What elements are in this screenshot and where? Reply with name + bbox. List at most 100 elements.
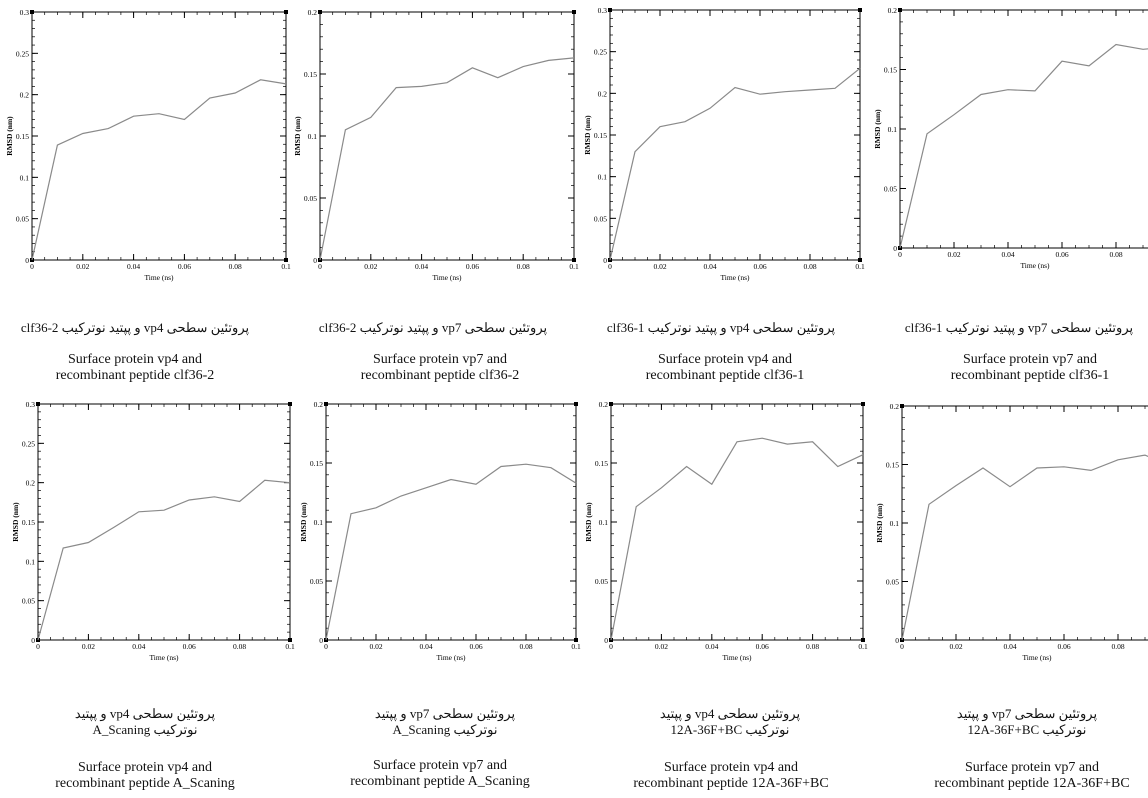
plot-frame [609, 9, 861, 261]
rmsd-series-line [609, 67, 861, 261]
x-tick-label: 0.04 [419, 642, 432, 651]
y-tick-label: 0.2 [890, 402, 900, 411]
x-tick-label: 0.04 [1003, 642, 1016, 651]
chart-panel-1: 0 0.05 0.1 0.15 0.2 0.25 0.3 0 0.02 0.04 0.06 0.08 0… [0, 8, 300, 284]
x-tick-label: 0.08 [1109, 250, 1122, 259]
x-axis-title: Time (ns) [436, 653, 466, 662]
x-tick-label: 0.08 [229, 262, 242, 271]
x-axis-title: Time (ns) [432, 273, 462, 282]
caption-english-4: Surface protein vp7 and recombinant pept… [950, 352, 1110, 383]
x-tick-label: 0.06 [753, 262, 766, 271]
x-tick-label: 0 [30, 262, 34, 271]
plot-frame [610, 403, 864, 641]
x-tick-label: 0.06 [183, 642, 196, 651]
x-tick-label: 0.02 [369, 642, 382, 651]
x-tick-label: 0 [36, 642, 40, 651]
x-tick-label: 0.08 [806, 642, 819, 651]
y-axis-title: RMSD (nm) [875, 503, 884, 543]
chart-svg-1: 0 0.05 0.1 0.15 0.2 0.25 0.3 0 0.02 0.04 0.06 0.08 0… [5, 8, 291, 282]
x-tick-label: 0.1 [858, 642, 868, 651]
x-tick-label: 0.08 [803, 262, 816, 271]
y-axis-title: RMSD (nm) [583, 115, 592, 155]
y-tick-label: 0.2 [308, 8, 318, 17]
x-axis-title: Time (ns) [1022, 653, 1052, 662]
plot-frame [31, 11, 287, 261]
y-tick-label: 0.25 [594, 48, 607, 57]
x-tick-label: 0.06 [466, 262, 479, 271]
caption-persian-3: پروتئین سطحی vp4 و پپتید نوترکیب clf36-1 [606, 320, 836, 335]
caption-persian-6: پروتئین سطحی vp7 و پپتید نوترکیب A_Scani… [374, 706, 516, 737]
y-tick-label: 0.2 [598, 89, 608, 98]
y-axis-title: RMSD (nm) [299, 502, 308, 542]
caption-english-3: Surface protein vp4 and recombinant pept… [645, 352, 805, 383]
x-tick-label: 0.1 [281, 262, 291, 271]
y-tick-label: 0.2 [26, 479, 36, 488]
y-tick-label: 0.1 [888, 125, 898, 134]
x-tick-label: 0.06 [1057, 642, 1070, 651]
y-tick-label: 0.05 [22, 597, 35, 606]
y-tick-label: 0.15 [310, 459, 323, 468]
x-tick-label: 0.02 [949, 642, 962, 651]
y-axis-title: RMSD (nm) [873, 109, 882, 149]
y-tick-label: 0 [25, 256, 29, 265]
x-tick-label: 0.02 [947, 250, 960, 259]
y-tick-label: 0.15 [22, 518, 35, 527]
x-tick-label: 0.04 [705, 642, 718, 651]
rmsd-series-line [319, 57, 575, 261]
chart-svg-6: 0 0.05 0.1 0.15 0.2 0 0.02 0.04 0.06 0.08 0.1 RMSD … [299, 400, 581, 662]
caption-persian-1: پروتئین سطحی vp4 و پپتید نوترکیب clf36-2 [20, 320, 250, 335]
y-tick-label: 0.1 [26, 557, 36, 566]
y-tick-label: 0.1 [890, 519, 900, 528]
y-tick-label: 0.05 [594, 214, 607, 223]
x-tick-label: 0.06 [178, 262, 191, 271]
y-tick-label: 0.15 [595, 459, 608, 468]
y-tick-label: 0 [604, 636, 608, 645]
y-tick-label: 0.2 [314, 400, 324, 409]
x-tick-label: 0.06 [1055, 250, 1068, 259]
x-tick-label: 0.1 [855, 262, 865, 271]
y-tick-label: 0.2 [888, 6, 898, 15]
y-tick-label: 0.05 [884, 185, 897, 194]
y-tick-label: 0.2 [599, 400, 609, 409]
chart-panel-3: 0 0.05 0.1 0.15 0.2 0.25 0.3 0 0.02 0.04 0.06 0.08 0… [580, 6, 880, 284]
y-tick-label: 0.15 [886, 461, 899, 470]
plot-frame [37, 403, 291, 641]
y-tick-label: 0.1 [599, 518, 609, 527]
x-tick-label: 0.08 [1111, 642, 1124, 651]
y-axis-title: RMSD (nm) [584, 502, 593, 542]
y-tick-label: 0.15 [16, 132, 29, 141]
x-tick-label: 0.1 [569, 262, 579, 271]
caption-persian-7: پروتئین سطحی vp4 و پپتید نوترکیب 12A-36F… [659, 706, 801, 737]
chart-svg-2: 0 0.05 0.1 0.15 0.2 0 0.02 0.04 0.06 0.08 0.1 RMSD … [293, 8, 579, 282]
chart-panel-8: 0 0.05 0.1 0.15 0.2 0 0.02 0.04 0.06 0.08 RMSD (nm… [872, 402, 1148, 664]
rmsd-series-line [901, 454, 1148, 641]
y-tick-label: 0.15 [304, 70, 317, 79]
chart-svg-8: 0 0.05 0.1 0.15 0.2 0 0.02 0.04 0.06 0.08 RMSD (nm… [875, 402, 1148, 662]
chart-svg-5: 0 0.05 0.1 0.15 0.2 0.25 0.3 0 0.02 0.04 0.06 0.08 0… [11, 400, 295, 662]
x-tick-label: 0 [324, 642, 328, 651]
rmsd-series-line [899, 43, 1148, 249]
y-tick-label: 0.3 [20, 8, 30, 17]
y-axis-title: RMSD (nm) [11, 502, 20, 542]
y-tick-label: 0.1 [598, 173, 608, 182]
plot-frame [899, 9, 1148, 249]
y-tick-label: 0.1 [308, 132, 318, 141]
chart-svg-3: 0 0.05 0.1 0.15 0.2 0.25 0.3 0 0.02 0.04 0.06 0.08 0… [583, 6, 865, 282]
x-tick-label: 0.04 [132, 642, 145, 651]
y-axis-title: RMSD (nm) [293, 116, 302, 156]
y-tick-label: 0 [895, 636, 899, 645]
y-tick-label: 0.05 [595, 577, 608, 586]
x-tick-label: 0.02 [655, 642, 668, 651]
x-tick-label: 0.04 [703, 262, 716, 271]
caption-english-6: Surface protein vp7 and recombinant pept… [350, 758, 530, 789]
rmsd-series-line [325, 463, 577, 641]
chart-panel-4: 0 0.05 0.1 0.15 0.2 0 0.02 0.04 0.06 0.08 RMSD (nm… [870, 6, 1148, 272]
y-tick-label: 0.3 [26, 400, 36, 409]
x-tick-label: 0.08 [517, 262, 530, 271]
caption-english-8: Surface protein vp7 and recombinant pept… [934, 760, 1130, 791]
y-tick-label: 0.15 [884, 66, 897, 75]
x-tick-label: 0.02 [76, 262, 89, 271]
y-tick-label: 0 [893, 244, 897, 253]
y-tick-label: 0.3 [598, 6, 608, 15]
y-tick-label: 0 [313, 256, 317, 265]
